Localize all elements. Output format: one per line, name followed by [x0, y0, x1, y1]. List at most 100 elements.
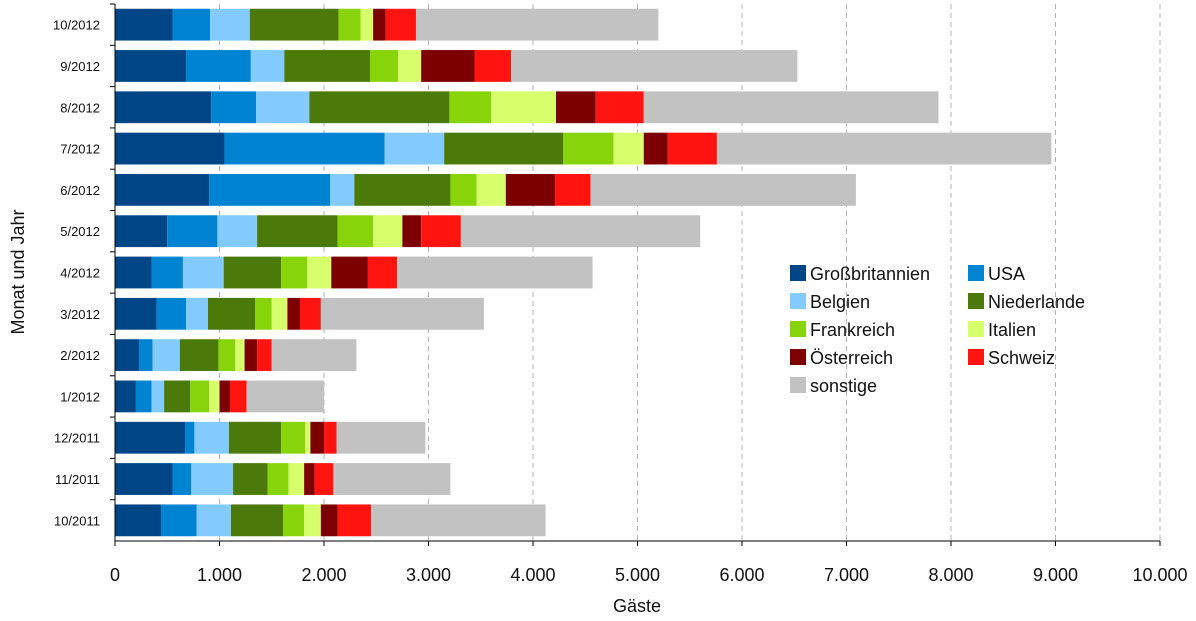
- bar-segment: [338, 8, 361, 41]
- bar-segment: [595, 91, 644, 124]
- bar-segment: [257, 339, 272, 372]
- bar-segment: [385, 8, 416, 41]
- bar-segment: [330, 173, 355, 206]
- bar-segment: [209, 380, 220, 413]
- bar-segment: [367, 256, 398, 289]
- bar-segment: [505, 173, 555, 206]
- bar-segment: [716, 132, 1052, 165]
- bar-segment: [324, 421, 337, 454]
- legend-label: Österreich: [810, 348, 893, 368]
- bar-segment: [196, 504, 231, 537]
- y-tick-label: 10/2011: [54, 513, 100, 528]
- bar-segment: [228, 421, 282, 454]
- bar-segment: [185, 421, 195, 454]
- bar-segment: [230, 504, 284, 537]
- bar-segment: [402, 215, 422, 248]
- bar-segment: [190, 380, 210, 413]
- y-tick-label: 8/2012: [60, 100, 100, 115]
- legend-label: Schweiz: [988, 348, 1055, 368]
- x-tick-labels: 0 1.000 2.000 3.000 4.000 5.000 6.000 7.000 8.00…: [110, 541, 1188, 585]
- bar-segment: [250, 50, 285, 82]
- bar-segment: [139, 339, 153, 372]
- bar-segment: [271, 339, 357, 372]
- bar-segment: [223, 256, 282, 289]
- y-tick-label: 3/2012: [60, 307, 100, 322]
- x-tick-label: 0: [110, 565, 120, 585]
- x-tick-label: 4.000: [510, 565, 555, 585]
- bar-segment: [449, 91, 492, 124]
- bar-segment: [257, 215, 338, 248]
- bar-segment: [115, 421, 186, 454]
- bar-segment: [115, 173, 210, 206]
- bar-segment: [164, 380, 191, 413]
- bar-segment: [152, 339, 180, 372]
- bar-segment: [172, 8, 211, 41]
- bar-segment: [555, 91, 596, 124]
- bar-segment: [246, 380, 324, 413]
- bar-segment: [444, 132, 564, 165]
- bar-segment: [354, 173, 451, 206]
- bar-segment: [373, 8, 386, 41]
- y-tick-label: 12/2011: [54, 431, 100, 446]
- bar-segment: [267, 463, 289, 495]
- bar-segment: [151, 380, 165, 413]
- bar-segment: [491, 91, 556, 124]
- bar-segment: [643, 91, 939, 124]
- legend-swatch: [790, 265, 806, 281]
- x-tick-label: 3.000: [406, 565, 451, 585]
- x-tick-label: 7.000: [824, 565, 869, 585]
- bar-segment: [115, 504, 161, 537]
- bar-segment: [179, 339, 219, 372]
- bar-segment: [563, 132, 614, 165]
- y-tick-label: 11/2011: [55, 472, 100, 487]
- bar-segment: [369, 50, 399, 82]
- bar-segment: [115, 215, 168, 248]
- bar-segment: [218, 339, 236, 372]
- x-tick-label: 1.000: [197, 565, 242, 585]
- bar-segment: [310, 421, 324, 454]
- bar-segment: [283, 504, 305, 537]
- bars: [115, 8, 1052, 537]
- y-tick-label: 9/2012: [60, 59, 100, 74]
- bar-segment: [336, 421, 426, 454]
- x-tick-label: 9.000: [1033, 565, 1078, 585]
- bar-segment: [219, 380, 230, 413]
- bar-segment: [476, 173, 506, 206]
- bar-segment: [210, 8, 250, 41]
- legend-swatch: [968, 321, 984, 337]
- x-tick-label: 2.000: [301, 565, 346, 585]
- legend-label: Niederlande: [988, 292, 1085, 312]
- bar-segment: [643, 132, 668, 165]
- y-tick-labels: 10/2011 11/2011 12/2011 1/2012 2/2012 3/2012 4…: [53, 3, 115, 528]
- bar-segment: [160, 504, 197, 537]
- bar-segment: [333, 463, 451, 495]
- y-tick-label: 4/2012: [60, 266, 100, 281]
- bar-segment: [331, 256, 368, 289]
- y-tick-label: 5/2012: [60, 224, 100, 239]
- bar-segment: [590, 173, 856, 206]
- bar-segment: [249, 8, 339, 41]
- bar-segment: [371, 504, 546, 537]
- bar-segment: [271, 297, 288, 330]
- legend-label: USA: [988, 264, 1025, 284]
- bar-segment: [304, 463, 315, 495]
- bar-segment: [182, 256, 224, 289]
- bar-segment: [421, 50, 475, 82]
- bar-segment: [209, 173, 331, 206]
- legend-swatch: [790, 321, 806, 337]
- legend-label: Frankreich: [810, 320, 895, 340]
- bar-segment: [360, 8, 374, 41]
- bar-segment: [337, 504, 372, 537]
- bar-segment: [299, 297, 321, 330]
- bar-segment: [511, 50, 798, 82]
- bar-segment: [244, 339, 258, 372]
- bar-segment: [115, 50, 187, 82]
- legend-swatch: [790, 377, 806, 393]
- bar-segment: [208, 297, 256, 330]
- bar-segment: [320, 297, 484, 330]
- bar-segment: [115, 8, 173, 41]
- bar-segment: [224, 132, 385, 165]
- bar-segment: [450, 173, 477, 206]
- bar-segment: [309, 91, 450, 124]
- x-tick-label: 10.000: [1132, 565, 1187, 585]
